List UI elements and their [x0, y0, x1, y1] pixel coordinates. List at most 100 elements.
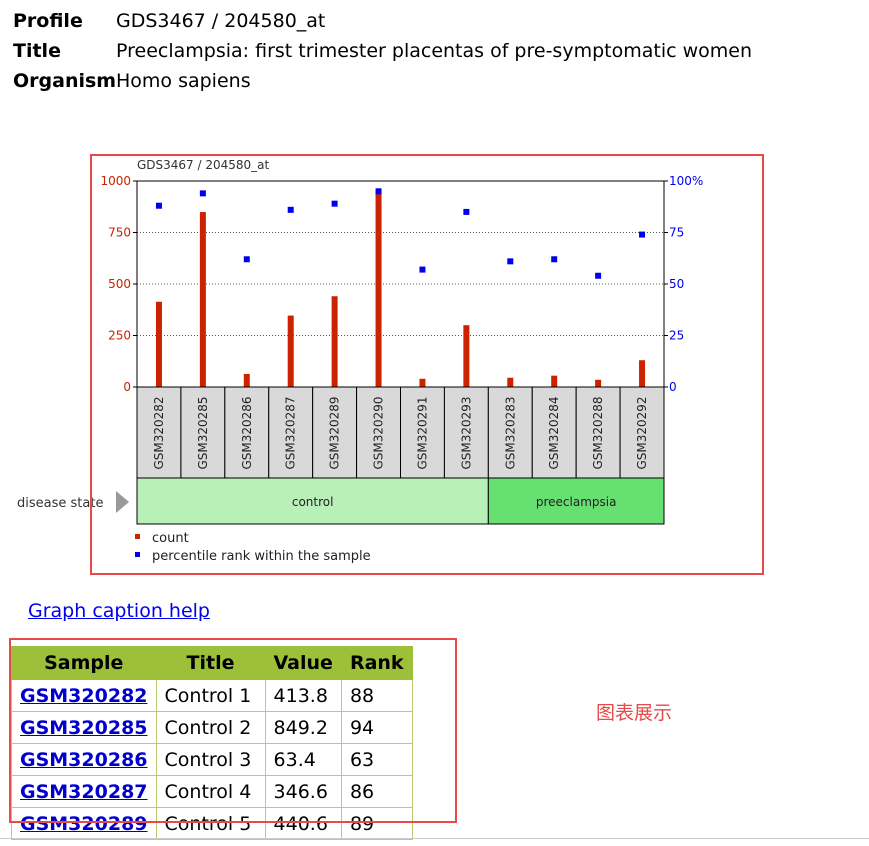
rank-cell: 63 — [340, 743, 413, 776]
sample-cell[interactable]: GSM320286 — [11, 743, 157, 776]
value-cell: 849.2 — [264, 711, 342, 744]
sample-link[interactable]: GSM320282 — [20, 684, 148, 707]
group-arrow-icon — [116, 491, 129, 513]
group-bar — [487, 477, 665, 525]
value-cell: 440.6 — [264, 807, 342, 840]
point-percentile — [331, 200, 338, 207]
organism-label: Organism — [13, 70, 117, 92]
x-tick-label: GSM320293 — [459, 396, 473, 469]
title-cell: Control 5 — [155, 807, 266, 840]
table-row: GSM320282 Control 1 413.8 88 — [11, 679, 413, 712]
point-percentile — [243, 256, 250, 263]
profile-label: Profile — [13, 10, 83, 32]
bar-count — [639, 360, 646, 387]
point-percentile — [639, 231, 646, 238]
x-tick-label: GSM320292 — [635, 396, 649, 469]
y-left-tick-label: 250 — [108, 329, 131, 343]
bar-count — [243, 373, 250, 387]
data-table: Sample Title Value Rank GSM320282 Control… — [11, 646, 413, 840]
sample-label-box — [531, 386, 577, 479]
bar-count — [595, 379, 602, 387]
chart-title: GDS3467 / 204580_at — [137, 158, 270, 172]
divider — [0, 838, 869, 839]
x-tick-label: GSM320289 — [328, 396, 342, 469]
bar-count — [551, 375, 558, 387]
table-row: GSM320287 Control 4 346.6 86 — [11, 775, 413, 808]
group-label: preeclampsia — [536, 495, 617, 509]
y-right-tick-label: 25 — [669, 329, 684, 343]
col-header-value: Value — [264, 646, 342, 680]
profile-value: GDS3467 / 204580_at — [116, 10, 326, 32]
rank-cell: 89 — [340, 807, 413, 840]
chart-highlight-box — [90, 154, 764, 575]
point-percentile — [375, 188, 382, 195]
title-label: Title — [13, 40, 61, 62]
legend-swatch-percentile — [135, 552, 140, 557]
graph-caption-help-link[interactable]: Graph caption help — [28, 600, 210, 622]
y-right-tick-label: 100% — [669, 174, 703, 188]
col-header-rank: Rank — [340, 646, 413, 680]
y-right-tick-label: 75 — [669, 226, 684, 240]
title-cell: Control 3 — [155, 743, 266, 776]
sample-label-box — [487, 386, 533, 479]
sample-cell[interactable]: GSM320289 — [11, 807, 157, 840]
table-row: GSM320286 Control 3 63.4 63 — [11, 743, 413, 776]
bar-count — [287, 315, 294, 387]
sample-label-box — [443, 386, 489, 479]
y-right-tick-label: 0 — [669, 380, 677, 394]
annotation-label: 图表展示 — [596, 702, 673, 724]
sample-label-box — [224, 386, 270, 479]
col-header-sample: Sample — [11, 646, 157, 680]
point-percentile — [595, 272, 602, 279]
x-tick-label: GSM320283 — [503, 396, 517, 469]
x-tick-label: GSM320288 — [591, 396, 605, 469]
col-header-title: Title — [155, 646, 266, 680]
group-label: control — [292, 495, 334, 509]
x-tick-label: GSM320284 — [547, 396, 561, 469]
point-percentile — [551, 256, 558, 263]
bar-count — [419, 378, 426, 387]
sample-cell[interactable]: GSM320282 — [11, 679, 157, 712]
bar-count — [199, 212, 206, 387]
x-tick-label: GSM320285 — [196, 396, 210, 469]
sample-link[interactable]: GSM320289 — [20, 812, 148, 835]
sample-link[interactable]: GSM320286 — [20, 748, 148, 771]
organism-value: Homo sapiens — [116, 70, 251, 92]
sample-cell[interactable]: GSM320287 — [11, 775, 157, 808]
y-left-tick-label: 0 — [123, 380, 131, 394]
title-cell: Control 1 — [155, 679, 266, 712]
group-title: disease state — [17, 496, 103, 511]
bar-count — [507, 377, 514, 387]
point-percentile — [199, 190, 206, 197]
sample-link[interactable]: GSM320285 — [20, 716, 148, 739]
bar-count — [331, 296, 338, 387]
y-left-tick-label: 500 — [108, 277, 131, 291]
table-row: GSM320289 Control 5 440.6 89 — [11, 807, 413, 840]
bar-count — [155, 301, 162, 387]
title-cell: Control 2 — [155, 711, 266, 744]
x-tick-label: GSM320291 — [415, 396, 429, 469]
x-tick-label: GSM320282 — [152, 396, 166, 469]
x-tick-label: GSM320290 — [372, 396, 386, 469]
legend-swatch-count — [135, 534, 140, 539]
y-left-tick-label: 1000 — [100, 174, 131, 188]
point-percentile — [155, 202, 162, 209]
y-right-tick-label: 50 — [669, 277, 684, 291]
bar-count — [463, 325, 470, 387]
sample-link[interactable]: GSM320287 — [20, 780, 148, 803]
point-percentile — [287, 206, 294, 213]
point-percentile — [419, 266, 426, 273]
title-value: Preeclampsia: first trimester placentas … — [116, 40, 752, 62]
chart: GDS3467 / 204580_at 0 250 500 750 1000 0 25 50 75… — [17, 158, 703, 564]
point-percentile — [507, 258, 514, 265]
y-left-tick-label: 750 — [108, 226, 131, 240]
sample-label-box — [356, 386, 402, 479]
group-bar — [136, 477, 489, 525]
sample-label-box — [619, 386, 665, 479]
rank-cell: 86 — [340, 775, 413, 808]
sample-label-box — [400, 386, 445, 479]
bar-count — [375, 192, 382, 387]
legend-label-percentile: percentile rank within the sample — [152, 549, 371, 564]
table-highlight-box — [9, 638, 457, 823]
table-header-row: Sample Title Value Rank — [11, 646, 413, 680]
